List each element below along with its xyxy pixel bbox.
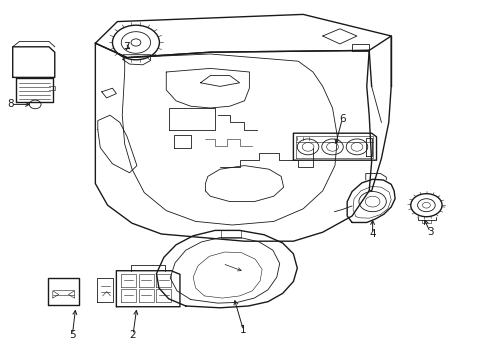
- Text: 4: 4: [368, 229, 375, 239]
- Text: 5: 5: [69, 330, 76, 340]
- Text: 7: 7: [122, 42, 129, 52]
- Text: 8: 8: [7, 99, 14, 109]
- Text: 6: 6: [338, 114, 345, 124]
- Text: 1: 1: [240, 325, 246, 336]
- Text: 3: 3: [426, 227, 433, 237]
- Text: 2: 2: [129, 330, 136, 340]
